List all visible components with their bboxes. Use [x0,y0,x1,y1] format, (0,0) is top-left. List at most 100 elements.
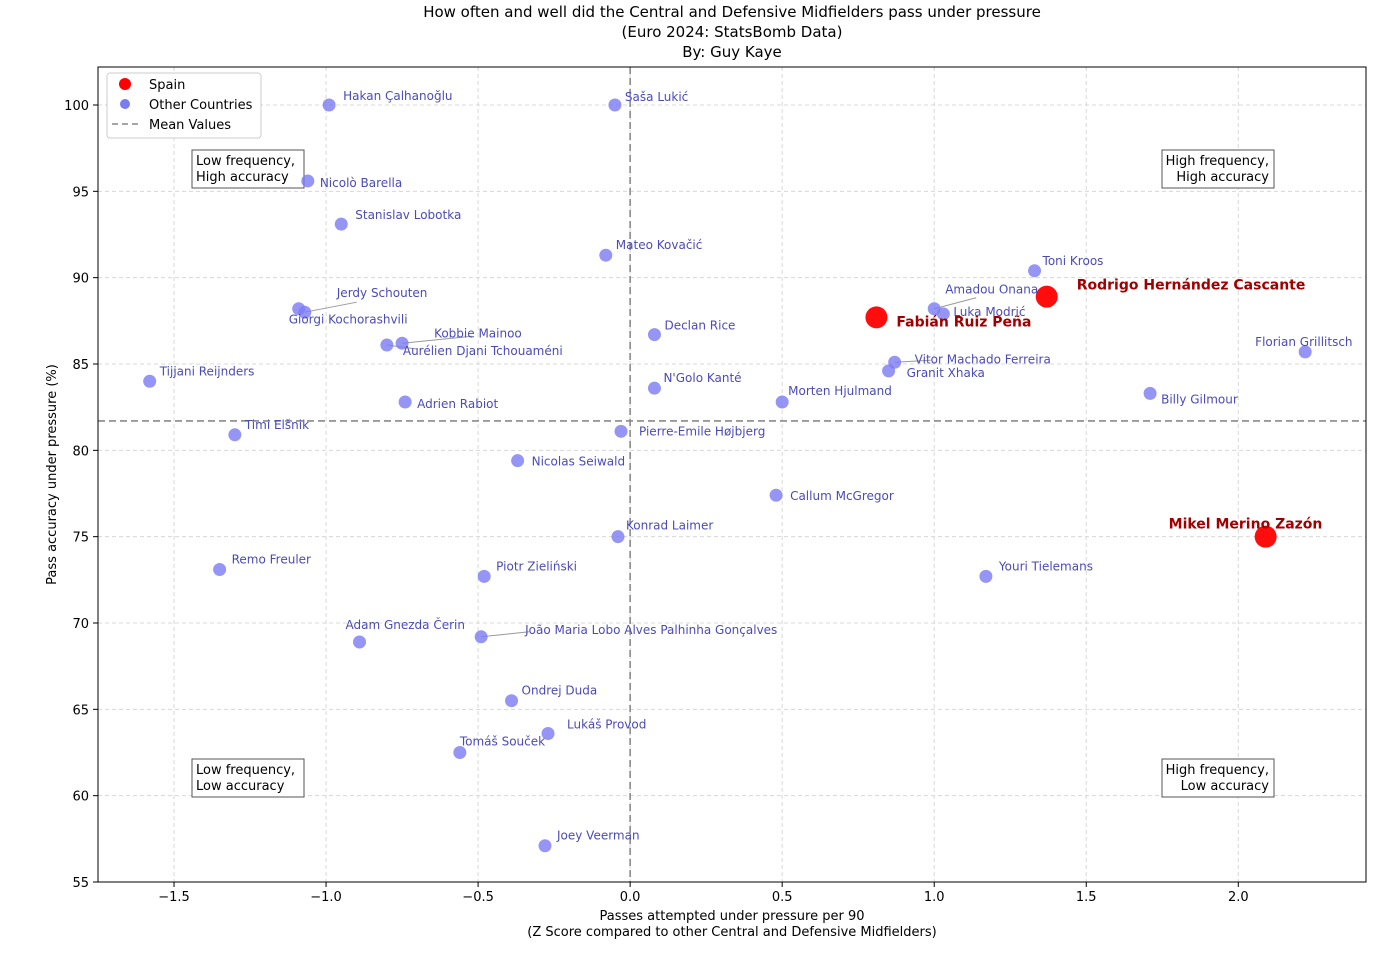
other-point-label: Adrien Rabiot [417,397,498,411]
leader-line [481,631,530,638]
other-point-label: João Maria Lobo Alves Palhinha Gonçalves [524,623,777,637]
other-point [213,562,227,576]
other-point-label: Ondrej Duda [522,684,598,698]
other-point [979,569,993,583]
legend-label: Mean Values [149,118,231,133]
chart-title: How often and well did the Central and D… [423,3,1041,61]
other-point [474,630,488,644]
other-point-label: Toni Kroos [1042,254,1104,268]
other-point [614,424,628,438]
other-point-label: Tomáš Souček [459,734,545,748]
other-point-label: Tijjani Reijnders [159,364,255,378]
quadrant-text: High frequency, [1166,154,1269,169]
x-axis-label-line: (Z Score compared to other Central and D… [527,925,936,940]
x-tick-label: 2.0 [1228,890,1249,905]
other-point-label: Vitor Machado Ferreira [915,352,1051,366]
y-tick-label: 95 [72,185,89,200]
spain-point [1254,525,1277,548]
other-point-label: Joey Veerman [556,829,640,843]
other-point [608,98,622,112]
other-point-label: Florian Grillitsch [1255,335,1352,349]
other-point-label: Remo Freuler [232,552,311,566]
quadrant-text: Low accuracy [196,779,285,794]
other-point-label: Stanislav Lobotka [355,208,461,222]
other-point [292,302,306,316]
y-tick-label: 90 [72,272,89,287]
other-point [775,395,789,409]
other-point [1298,345,1312,359]
legend-marker [120,99,130,109]
quadrant-box [191,758,305,798]
quadrant-label-bottom-right: High frequency,Low accuracy [1161,758,1275,798]
spain-point [865,306,888,329]
plot-frame [97,66,1367,883]
quadrant-text: Low frequency, [196,763,295,778]
other-point [936,307,950,321]
x-axis-ticks: −1.5 −1.0 −0.5 0.0 0.5 1.0 1.5 2.0 [158,882,1249,905]
other-point [301,174,315,188]
other-point [395,336,409,350]
legend-label: Spain [149,78,185,93]
other-point-label: N'Golo Kanté [663,371,741,385]
leader-line [934,297,977,310]
other-point [541,727,555,741]
other-point [334,217,348,231]
other-point [1028,264,1042,278]
y-axis-ticks: 55 60 65 70 75 80 85 90 95 100 [64,99,98,891]
other-point-label: Hakan Çalhanoğlu [343,89,452,103]
data-points [143,98,1312,853]
quadrant-label-top-right: High frequency,High accuracy [1161,149,1275,189]
x-tick-label: 0.5 [772,890,793,905]
other-point-label: Aurélien Djani Tchouaméni [403,344,563,358]
y-tick-label: 55 [72,876,89,891]
other-point [1143,386,1157,400]
spain-point [1035,285,1058,308]
x-tick-label: −1.5 [158,890,190,905]
quadrant-text: High frequency, [1166,763,1269,778]
other-point-label: Adam Gnezda Čerin [346,617,465,632]
x-tick-label: −1.0 [310,890,342,905]
x-tick-label: 0.0 [620,890,641,905]
y-tick-label: 75 [72,531,89,546]
other-point [647,328,661,342]
title-line: By: Guy Kaye [682,43,782,61]
other-point-label: Luka Modrić [953,305,1025,319]
other-point-label: Kobbie Mainoo [434,326,522,340]
quadrant-label-bottom-left: Low frequency,Low accuracy [191,758,305,798]
other-point [647,381,661,395]
other-point [453,745,467,759]
other-point-label: Granit Xhaka [907,366,985,380]
y-tick-label: 85 [72,358,89,373]
title-line: How often and well did the Central and D… [423,3,1041,21]
other-point-label: Amadou Onana [945,283,1038,297]
x-axis-label-line: Passes attempted under pressure per 90 [600,909,865,924]
other-point-label: Billy Gilmour [1161,392,1238,406]
other-point [599,248,613,262]
quadrant-box [1161,149,1275,189]
quadrant-box [1161,758,1275,798]
other-point-label: Nicolas Seiwald [532,455,625,469]
y-tick-label: 65 [72,703,89,718]
legend-marker [119,78,131,90]
point-labels: Rodrigo Hernández Cascante Fabián Ruiz Pe… [159,89,1353,843]
other-point [143,374,157,388]
other-point-label: Nicolò Barella [320,176,402,190]
other-point-label: Youri Tielemans [998,559,1093,573]
other-point [322,98,336,112]
other-point [505,694,519,708]
other-point [882,364,896,378]
quadrant-text: Low frequency, [196,154,295,169]
y-axis-label: Pass accuracy under pressure (%) [45,364,60,585]
x-tick-label: −0.5 [462,890,494,905]
spain-point-label: Fabián Ruiz Peña [896,314,1031,330]
grid [98,67,1366,883]
other-point [769,488,783,502]
other-point-label: Callum McGregor [790,489,894,503]
other-point [477,569,491,583]
other-point-label: Morten Hjulmand [788,384,892,398]
leader-line [304,301,357,313]
title-line: (Euro 2024: StatsBomb Data) [622,23,843,41]
other-point-label: Saša Lukić [625,90,688,104]
other-point-label: Pierre-Emile Højbjerg [639,424,765,438]
